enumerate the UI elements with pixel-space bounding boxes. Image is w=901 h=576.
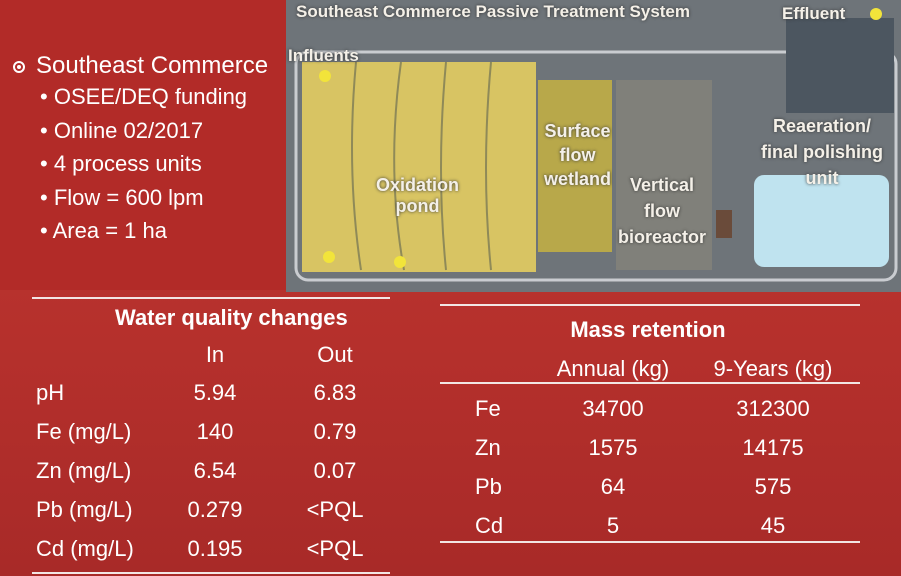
row-label: Fe xyxy=(475,396,501,421)
cell: 6.83 xyxy=(313,380,357,405)
cell: <PQL xyxy=(306,536,364,561)
marker xyxy=(319,70,331,82)
photo-title: Southeast Commerce Passive Treatment Sys… xyxy=(296,2,691,21)
cell: 0.07 xyxy=(313,458,357,483)
cell: 64 xyxy=(600,474,626,499)
marker xyxy=(323,251,335,263)
row-label: Fe (mg/L) xyxy=(36,419,132,444)
row-label: Zn (mg/L) xyxy=(36,458,132,483)
rule xyxy=(440,541,860,543)
cell: <PQL xyxy=(306,497,364,522)
cell: 0.279 xyxy=(187,497,243,522)
photo-label: Influents xyxy=(288,46,359,65)
table-title: Mass retention xyxy=(570,317,726,342)
cell: 1575 xyxy=(588,435,638,460)
markers xyxy=(13,8,882,268)
cell: 45 xyxy=(760,513,786,538)
bullet-panel xyxy=(0,0,286,290)
cell: 140 xyxy=(196,419,234,444)
bullet-title: Southeast Commerce xyxy=(36,52,269,79)
cell: 5.94 xyxy=(193,380,237,405)
photo-label: Oxidation pond xyxy=(375,175,459,216)
cell: 0.195 xyxy=(187,536,243,561)
bullet-item: • Flow = 600 lpm xyxy=(40,184,204,210)
photo-label: Vertical flow bioreactor xyxy=(617,175,707,247)
photo-label: Effluent xyxy=(782,4,846,23)
row-label: Zn xyxy=(475,435,501,460)
rule xyxy=(440,304,860,306)
cell: 312300 xyxy=(736,396,810,421)
marker xyxy=(870,8,882,20)
bullet-item: • Area = 1 ha xyxy=(40,218,167,243)
column-header: 9-Years (kg) xyxy=(713,356,833,381)
cell: 575 xyxy=(754,474,792,499)
row-label: pH xyxy=(36,380,65,405)
table-title: Water quality changes xyxy=(115,305,348,330)
bullet-item: • OSEE/DEQ funding xyxy=(40,84,248,109)
marker xyxy=(394,256,406,268)
bullet-item: • Online 02/2017 xyxy=(40,117,204,143)
row-label: Cd (mg/L) xyxy=(36,536,134,561)
column-header: In xyxy=(205,342,225,367)
bullet-icon xyxy=(13,61,25,73)
row-label: Cd xyxy=(475,513,504,538)
bullet-icon xyxy=(17,65,21,69)
bullet-item: • 4 process units xyxy=(40,151,202,176)
photo-label: Surface flow wetland xyxy=(543,121,611,189)
row-label: Pb xyxy=(475,474,502,499)
cell: 34700 xyxy=(582,396,644,421)
aerial-photo xyxy=(286,0,901,292)
rule xyxy=(32,297,390,299)
row-label: Pb (mg/L) xyxy=(36,497,133,522)
column-header: Annual (kg) xyxy=(556,356,670,381)
cell: 0.79 xyxy=(313,419,357,444)
column-header: Out xyxy=(317,342,353,367)
cell: 14175 xyxy=(742,435,804,460)
rule xyxy=(32,572,390,574)
cell: 5 xyxy=(606,513,620,538)
cell: 6.54 xyxy=(193,458,237,483)
photo-label: Reaeration/ final polishing unit xyxy=(761,116,883,188)
rule xyxy=(440,382,860,384)
